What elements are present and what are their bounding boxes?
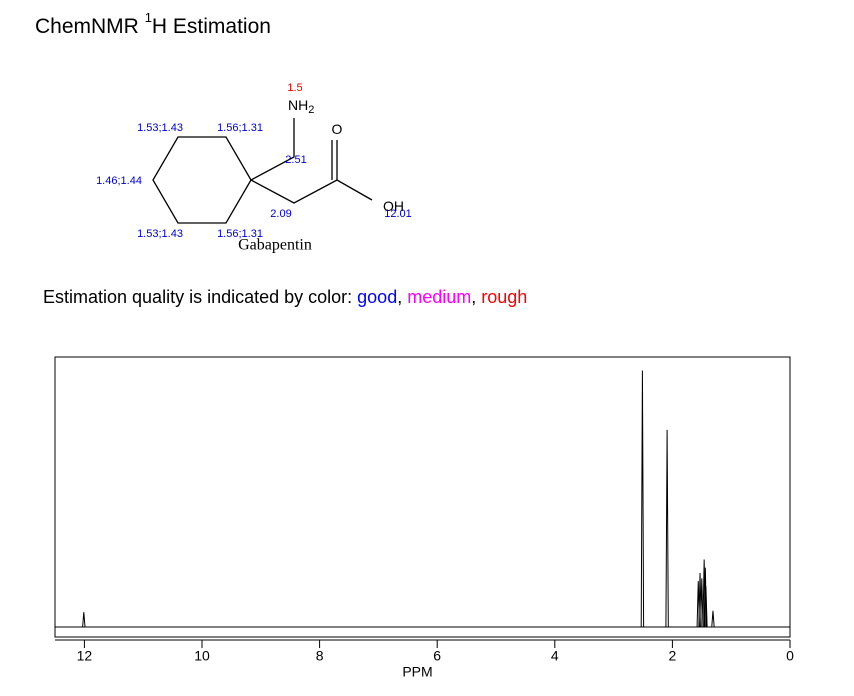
peak — [700, 578, 704, 628]
atom-label: OH — [383, 198, 404, 214]
molecule-name: Gabapentin — [238, 237, 312, 254]
atom-label: O — [332, 121, 343, 137]
title: ChemNMR 1H Estimation — [35, 10, 271, 37]
x-tick-label: 10 — [194, 648, 210, 664]
quality-separator: , — [397, 287, 402, 307]
shift-label: 1.53;1.43 — [137, 228, 183, 240]
peak — [704, 586, 708, 628]
quality-item: good — [357, 287, 397, 307]
x-tick-label: 2 — [669, 648, 677, 664]
shift-label: 1.5 — [287, 82, 302, 94]
peak — [640, 370, 645, 628]
x-tick-label: 8 — [316, 648, 324, 664]
quality-item: rough — [481, 287, 527, 307]
atom-text: O — [332, 121, 343, 137]
shift-label: 1.53;1.43 — [137, 122, 183, 134]
x-tick-label: 6 — [433, 648, 441, 664]
atom-sub: 2 — [308, 104, 314, 116]
shift-label: 1.56;1.31 — [217, 228, 263, 240]
x-tick-label: 0 — [786, 648, 794, 664]
atom-text: OH — [383, 198, 404, 214]
x-axis-label: PPM — [402, 664, 432, 680]
title-main: ChemNMR — [35, 15, 139, 38]
shift-label: 1.56;1.31 — [217, 122, 263, 134]
molecule-bonds — [152, 118, 373, 224]
atom-text: NH — [288, 97, 308, 113]
quality-text: Estimation quality is indicated by color… — [43, 287, 352, 307]
peak — [665, 429, 669, 628]
title-sup: 1 — [145, 10, 152, 25]
shift-label: 2.09 — [270, 208, 291, 220]
plot-frame — [54, 356, 791, 638]
quality-separator: , — [471, 287, 476, 307]
quality-legend: Estimation quality is indicated by color… — [43, 287, 527, 307]
peak — [711, 610, 715, 628]
title-rest: H Estimation — [152, 15, 271, 38]
shift-label: 2.51 — [285, 154, 306, 166]
shift-label: 12.01 — [384, 208, 412, 220]
x-tick-label: 12 — [77, 648, 93, 664]
peak — [82, 612, 86, 628]
shift-label: 1.46;1.44 — [96, 175, 142, 187]
quality-item: medium — [407, 287, 471, 307]
x-tick-label: 4 — [551, 648, 559, 664]
atom-label: NH2 — [288, 97, 314, 116]
